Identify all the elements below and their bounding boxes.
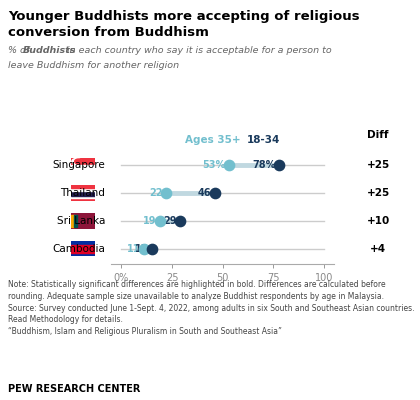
Text: PEW RESEARCH CENTER: PEW RESEARCH CENTER — [8, 384, 141, 394]
Bar — [74, 215, 77, 227]
Text: 22: 22 — [149, 188, 162, 198]
Text: Diff: Diff — [367, 130, 389, 140]
Point — [163, 190, 169, 196]
Point — [157, 218, 163, 224]
Bar — [71, 186, 94, 188]
Bar — [71, 165, 94, 173]
Text: +4: +4 — [370, 244, 386, 254]
Text: Sri Lanka: Sri Lanka — [57, 216, 105, 226]
Circle shape — [75, 159, 82, 164]
Point — [140, 246, 147, 252]
Point — [211, 190, 218, 196]
Text: Ages 35+: Ages 35+ — [185, 135, 240, 146]
Text: % of: % of — [8, 46, 33, 55]
Text: 15: 15 — [135, 244, 148, 254]
Text: +25: +25 — [366, 188, 390, 198]
Text: 11: 11 — [126, 244, 140, 254]
Text: 18-34: 18-34 — [247, 135, 280, 146]
Text: 19: 19 — [143, 216, 156, 226]
Text: 46: 46 — [197, 188, 211, 198]
Bar — [71, 198, 94, 201]
Text: Cambodia: Cambodia — [52, 244, 105, 254]
Point — [225, 162, 232, 168]
Bar — [71, 158, 94, 165]
Text: 53%: 53% — [202, 160, 225, 170]
Circle shape — [72, 158, 81, 164]
Point — [177, 218, 184, 224]
Text: in each country who say it is acceptable for a person to: in each country who say it is acceptable… — [64, 46, 332, 55]
Text: Singapore: Singapore — [52, 160, 105, 170]
Text: Note: Statistically significant differences are highlighted in bold. Differences: Note: Statistically significant differen… — [8, 280, 415, 336]
Text: Thailand: Thailand — [60, 188, 105, 198]
Point — [148, 246, 155, 252]
Text: Buddhists: Buddhists — [23, 46, 76, 55]
Point — [276, 162, 283, 168]
Bar — [71, 188, 94, 190]
Text: +25: +25 — [366, 160, 390, 170]
Bar — [71, 215, 74, 227]
Text: conversion from Buddhism: conversion from Buddhism — [8, 26, 209, 39]
Text: leave Buddhism for another religion: leave Buddhism for another religion — [8, 61, 179, 70]
Bar — [71, 245, 94, 252]
Bar — [71, 196, 94, 198]
Text: +10: +10 — [366, 216, 390, 226]
Text: 29: 29 — [163, 216, 176, 226]
Text: 78%: 78% — [252, 160, 276, 170]
Bar — [71, 190, 94, 196]
Text: Younger Buddhists more accepting of religious: Younger Buddhists more accepting of reli… — [8, 10, 360, 23]
